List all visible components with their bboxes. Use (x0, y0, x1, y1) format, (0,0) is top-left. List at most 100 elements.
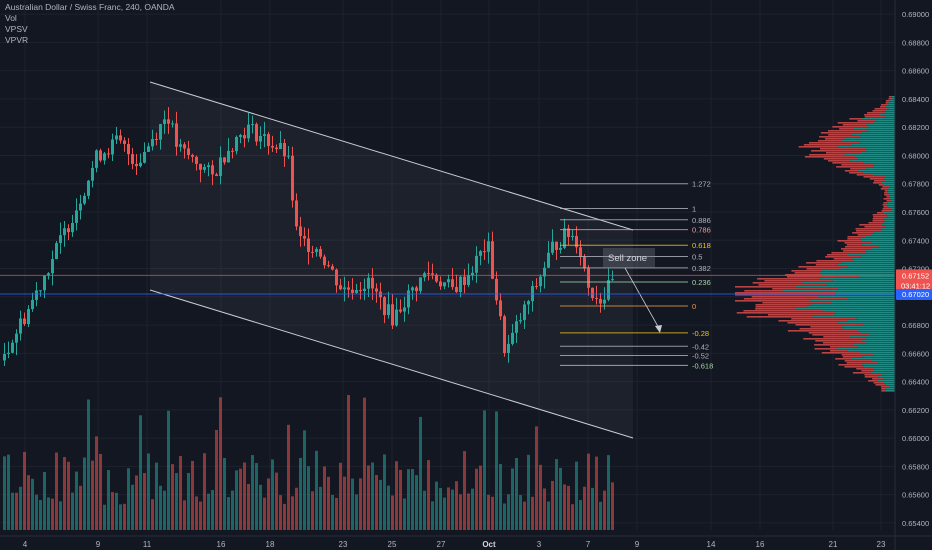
profile-bar-buy (866, 150, 895, 152)
volume-bar (131, 484, 134, 530)
profile-bar-sell (873, 180, 885, 182)
volume-bar (67, 461, 70, 530)
profile-bar-sell (810, 326, 842, 328)
volume-bar (227, 497, 230, 530)
price-tick-label: 0.65800 (902, 462, 929, 471)
candle-body (331, 266, 334, 270)
profile-bar-buy (832, 280, 895, 282)
profile-bar-sell (842, 356, 863, 358)
profile-bar-buy (860, 256, 895, 258)
volume-bar (335, 497, 338, 530)
volume-bar (75, 471, 78, 530)
indicator-vpvr[interactable]: VPVR (5, 35, 29, 45)
volume-bar (211, 489, 214, 530)
profile-bar-buy (819, 278, 895, 280)
profile-bar-sell (837, 122, 873, 124)
candle-body (467, 275, 470, 285)
volume-bar (15, 492, 18, 530)
profile-bar-buy (871, 248, 895, 250)
volume-bar (355, 494, 358, 530)
profile-bar-buy (887, 216, 895, 218)
indicator-vol[interactable]: Vol (5, 13, 17, 23)
profile-bar-buy (841, 140, 895, 142)
profile-bar-buy (848, 298, 895, 300)
profile-bar-buy (837, 146, 895, 148)
candle-body (559, 247, 562, 250)
profile-bar-sell (786, 276, 859, 278)
candle-body (311, 251, 314, 253)
sell-zone-box[interactable] (603, 248, 655, 268)
descending-channel[interactable] (149, 81, 634, 439)
price-tick-label: 0.68800 (902, 38, 929, 47)
candle-body (163, 119, 166, 125)
volume-bar (559, 467, 562, 530)
profile-bar-buy (865, 342, 895, 344)
blue-price-label: 0.67020 (902, 290, 929, 299)
time-axis[interactable]: 4 9 11 16 18 23 25 27 Oct 3 7 9 14 16 21 23 (0, 535, 932, 549)
volume-bar (43, 471, 46, 530)
profile-bar-sell (804, 156, 855, 158)
profile-bar-sell (817, 140, 842, 142)
volume-bar (603, 490, 606, 530)
volume-bar (219, 397, 222, 530)
volume-bar (315, 450, 318, 530)
candle-body (107, 153, 110, 155)
profile-bar-buy (861, 240, 895, 242)
profile-bar-sell (884, 194, 890, 196)
fib-level-label: 0 (692, 302, 696, 311)
profile-bar-buy (837, 288, 895, 290)
profile-bar-sell (872, 220, 885, 222)
profile-bar-buy (861, 132, 895, 134)
volume-bar (323, 466, 326, 530)
volume-bar (295, 487, 298, 530)
time-tick-label: 7 (586, 540, 591, 549)
candle-body (75, 210, 78, 223)
profile-bar-buy (871, 242, 895, 244)
candle-body (431, 273, 434, 275)
candle-body (299, 226, 302, 237)
volume-bar (287, 424, 290, 530)
candle-body (27, 309, 30, 325)
profile-bar-buy (881, 230, 895, 232)
volume-bar (31, 478, 34, 530)
profile-bar-sell (816, 260, 854, 262)
volume-bar (595, 456, 598, 530)
sell-zone[interactable]: Sell zone (603, 248, 662, 333)
profile-bar-sell (846, 362, 878, 364)
volume-bar (143, 473, 146, 530)
candle-body (47, 273, 50, 276)
volume-bar (11, 492, 14, 530)
profile-bar-buy (842, 328, 895, 330)
channel-lower-line[interactable] (149, 289, 634, 439)
profile-bar-buy (891, 200, 895, 202)
channel-upper-line[interactable] (149, 81, 634, 231)
profile-bar-sell (743, 310, 823, 312)
volume-bar (519, 495, 522, 530)
candle-body (55, 243, 58, 260)
profile-bar-sell (872, 110, 886, 112)
profile-bar-sell (762, 302, 833, 304)
indicator-vpsv[interactable]: VPSV (5, 24, 28, 34)
price-axis[interactable]: 0.69000 0.68800 0.68600 0.68400 0.68200 0.680… (894, 0, 932, 550)
time-tick-label: 16 (217, 540, 226, 549)
candle-body (103, 153, 106, 161)
candle-body (555, 241, 558, 250)
volume-bar (151, 499, 154, 530)
profile-bar-sell (842, 124, 867, 126)
volume-bars (3, 395, 614, 530)
profile-bar-buy (887, 192, 895, 194)
profile-bar-sell (886, 196, 890, 198)
candle-body (243, 135, 246, 139)
volume-bar (163, 490, 166, 530)
candle-body (99, 150, 102, 161)
candle-body (155, 138, 158, 140)
volume-bar (583, 486, 586, 530)
candle-body (247, 124, 250, 139)
profile-bar-buy (872, 174, 895, 176)
candle-body (563, 228, 566, 248)
profile-bar-sell (827, 130, 868, 132)
candle-body (571, 235, 574, 237)
